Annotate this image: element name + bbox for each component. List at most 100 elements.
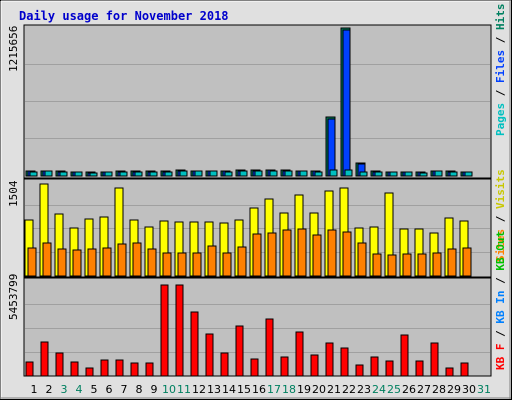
sites-bar <box>282 229 292 277</box>
kbytes-bar <box>310 354 319 377</box>
x-axis-day-labels: 1 2 3 4 5 6 7 8 9 10 11 12 13 14 15 16 17 18 19 20 21 22 23 24 2… <box>31 383 492 396</box>
pages-bar <box>134 171 143 177</box>
panel-kbytes <box>23 277 492 377</box>
pages-bar <box>104 171 113 177</box>
sites-bar <box>57 248 67 277</box>
kbytes-bar <box>445 367 454 377</box>
legend-entry: Visits <box>494 169 507 209</box>
day-label: 30 <box>462 383 476 396</box>
pages-bar <box>74 171 83 177</box>
day-label: 19 <box>297 383 311 396</box>
day-label: 28 <box>432 383 446 396</box>
chart-title: Daily usage for November 2018 <box>19 9 229 23</box>
kbytes-bar <box>220 352 229 377</box>
day-label: 18 <box>282 383 296 396</box>
legend-entry: Files <box>494 50 507 83</box>
sites-bar <box>312 234 322 277</box>
pages-bar <box>449 171 458 177</box>
pages-bar <box>344 169 353 177</box>
sites-bar <box>132 242 142 277</box>
day-label: 12 <box>192 383 206 396</box>
day-label: 22 <box>342 383 356 396</box>
legend-entry: / <box>494 209 507 229</box>
sites-bar <box>327 229 337 277</box>
kbytes-bar <box>190 311 199 377</box>
pages-bar <box>314 171 323 177</box>
day-label: 7 <box>121 383 128 396</box>
pages-bar <box>164 171 173 177</box>
day-label: 9 <box>151 383 158 396</box>
day-label: 26 <box>402 383 416 396</box>
kbytes-bar <box>460 362 469 377</box>
pages-bar <box>29 171 38 177</box>
kbytes-bar <box>400 334 409 377</box>
sites-bar <box>357 242 367 277</box>
legend-entry: Sites <box>494 229 507 262</box>
day-label: 17 <box>267 383 281 396</box>
pages-bar <box>434 170 443 177</box>
legend-entry: / <box>494 83 507 103</box>
kbytes-bar <box>325 342 334 377</box>
kbytes-bar <box>265 318 274 377</box>
kbytes-bar <box>295 331 304 377</box>
pages-bar <box>239 170 248 177</box>
files-bar <box>327 118 336 177</box>
day-label: 24 <box>372 383 386 396</box>
legend-entry: / <box>494 30 507 50</box>
pages-bar <box>44 170 53 177</box>
day-label: 31 <box>477 383 491 396</box>
sites-bar <box>42 242 52 277</box>
pages-bar <box>119 171 128 177</box>
kbytes-bar <box>25 361 34 377</box>
kbytes-bar <box>130 362 139 377</box>
sites-bar <box>102 247 112 277</box>
day-label: 15 <box>237 383 251 396</box>
day-label: 11 <box>177 383 191 396</box>
kbytes-bar <box>430 342 439 377</box>
pages-bar <box>59 171 68 177</box>
panel-visits-sites <box>23 178 492 278</box>
top-ymax-label: 1215656 <box>7 26 20 72</box>
kbytes-bar <box>100 359 109 377</box>
panel-pages-files-hits <box>23 24 492 179</box>
legend-entry: Pages <box>494 103 507 136</box>
day-label: 4 <box>76 383 83 396</box>
day-label: 16 <box>252 383 266 396</box>
sites-bar <box>87 248 97 277</box>
sites-bar <box>372 253 382 277</box>
legend-entry: KB Out <box>494 231 507 271</box>
sites-bar <box>177 252 187 277</box>
day-label: 5 <box>91 383 98 396</box>
sites-bar <box>402 253 412 277</box>
day-label: 14 <box>222 383 236 396</box>
day-label: 8 <box>136 383 143 396</box>
kbytes-bar <box>70 361 79 377</box>
day-label: 23 <box>357 383 371 396</box>
day-label: 29 <box>447 383 461 396</box>
kbytes-bar <box>250 358 259 377</box>
kbytes-bar <box>115 359 124 377</box>
pages-bar <box>419 172 428 177</box>
sites-bar <box>192 252 202 277</box>
sites-bar <box>147 248 157 277</box>
kbytes-bar <box>145 362 154 377</box>
kbytes-bar <box>175 284 184 377</box>
legend-top: Pages / Files / Hits <box>494 4 507 137</box>
sites-bar <box>252 233 262 277</box>
legend-entry: / <box>494 271 507 291</box>
day-label: 10 <box>162 383 176 396</box>
pages-bar <box>194 170 203 177</box>
sites-bar <box>417 253 427 277</box>
day-label: 1 <box>31 383 38 396</box>
pages-bar <box>89 172 98 177</box>
kbytes-bar <box>235 325 244 377</box>
day-label: 21 <box>327 383 341 396</box>
sites-bar <box>162 252 172 277</box>
pages-bar <box>404 171 413 177</box>
bottom-ymax-label: 5453799 <box>7 274 20 320</box>
legend-entry: / <box>494 324 507 344</box>
files-bar <box>342 29 351 177</box>
pages-bar <box>269 170 278 177</box>
middle-ymax-label: 1504 <box>7 180 20 207</box>
